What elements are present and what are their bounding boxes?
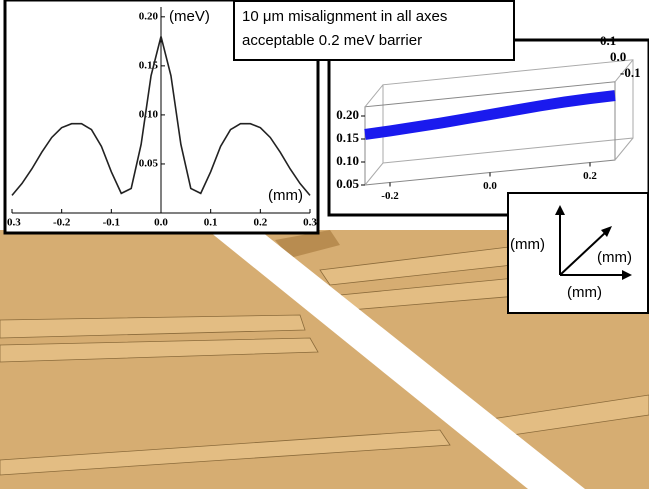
annotation: acceptable 0.2 meV barrier xyxy=(242,32,422,49)
axis-label: (mm) xyxy=(510,236,545,253)
x-tick-label: -0.1 xyxy=(103,217,120,229)
x-tick-label: 0.2 xyxy=(583,170,597,182)
x-tick-label: 0.1 xyxy=(204,217,218,229)
annotation: 10 μm misalignment in all axes xyxy=(242,8,447,25)
y-tick-label: 0.15 xyxy=(336,130,359,145)
axes-legend: (mm) (mm) (mm) xyxy=(508,193,648,313)
y-tick-label: 0.10 xyxy=(139,108,159,120)
y-tick-label: 0.10 xyxy=(336,153,359,168)
x-tick-label: 0.0 xyxy=(483,180,497,192)
y-tick-label: 0.05 xyxy=(139,157,159,169)
z-tick-label: -0.1 xyxy=(620,65,641,80)
axis-label: (mm) xyxy=(597,249,632,266)
y-tick-label: 0.20 xyxy=(139,10,159,22)
x-tick-label: -0.2 xyxy=(381,190,399,202)
x-tick-label: -0.3 xyxy=(3,217,21,229)
z-tick-label: 0.0 xyxy=(610,49,626,64)
x-axis-label: (mm) xyxy=(268,187,303,204)
x-tick-label: -0.2 xyxy=(53,217,71,229)
y-axis-label: (meV) xyxy=(169,8,210,25)
x-tick-label: 0.0 xyxy=(154,217,168,229)
axis-label: (mm) xyxy=(567,284,602,301)
figure: 10 μm misalignment in all axes acceptabl… xyxy=(0,0,649,489)
z-tick-label: 0.1 xyxy=(600,33,616,48)
x-tick-label: 0.2 xyxy=(253,217,267,229)
y-tick-label: 0.05 xyxy=(336,176,359,191)
y-tick-label: 0.20 xyxy=(336,107,359,122)
x-tick-label: 0.3 xyxy=(303,217,317,229)
